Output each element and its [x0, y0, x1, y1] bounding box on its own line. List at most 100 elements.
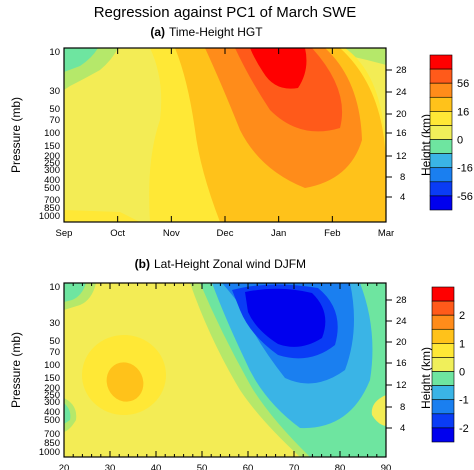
colorbar-label: -1: [459, 395, 469, 407]
colorbar-label: 2: [459, 310, 465, 322]
colorbar-swatch: [431, 399, 455, 415]
panel-b-field: [64, 283, 386, 457]
panel-a-right-tick: 16: [396, 128, 407, 139]
panel-b-ylabel-right: Height (km): [419, 347, 433, 409]
panel-b-ytick: 10: [49, 282, 60, 293]
panel-a-ytick: 850: [44, 203, 60, 214]
panel-a-ytick: 300: [44, 165, 60, 176]
colorbar-swatch: [431, 314, 455, 330]
panel-b-label: (b): [135, 257, 150, 271]
panel-b-right-tick: 8: [400, 402, 405, 413]
panel-b-ytick: 1000: [39, 447, 60, 458]
x-tick-label: 40: [151, 463, 162, 470]
x-tick-label: 50: [197, 463, 208, 470]
x-tick-label: Mar: [378, 228, 394, 239]
panel-a-colorbar: 56 16 0 -16 -56: [429, 54, 473, 211]
panel-b-ytick: 100: [44, 360, 60, 371]
panel-a-ylabel: Pressure (mb): [9, 97, 23, 173]
colorbar-swatch: [431, 427, 455, 443]
panel-a-label: (a): [150, 25, 165, 39]
colorbar-swatch: [431, 357, 455, 372]
panel-a-right-ticks: 28 24 20 16 12 8 4: [386, 65, 407, 203]
x-tick-label: 20: [59, 463, 70, 470]
panel-a-ytick: 70: [49, 115, 60, 126]
colorbar-label: -16: [457, 163, 473, 175]
panel-b-ytick: 250: [44, 390, 60, 401]
colorbar-swatch: [429, 96, 453, 112]
colorbar-swatch: [429, 125, 453, 140]
panel-a-ytick: 250: [44, 158, 60, 169]
panel-b-ylabel: Pressure (mb): [9, 332, 23, 408]
panel-b: (b) Lat-Height Zonal wind DJFM 10: [9, 257, 469, 470]
colorbar-swatch: [429, 167, 453, 183]
panel-b-ytick: 200: [44, 383, 60, 394]
x-tick-label: Nov: [163, 228, 180, 239]
panel-b-title: Lat-Height Zonal wind DJFM: [154, 257, 306, 271]
colorbar-label: 16: [457, 106, 469, 118]
x-tick-label: Dec: [217, 228, 234, 239]
colorbar-label: -2: [459, 423, 469, 435]
x-tick-label: Oct: [110, 228, 125, 239]
panel-a-ytick: 700: [44, 195, 60, 206]
panel-a-ytick: 400: [44, 175, 60, 186]
colorbar-swatch: [431, 343, 455, 358]
panel-a-y-ticks: 10 30 50 70 100 150 200 250 300 400 500 …: [39, 47, 60, 222]
x-tick-label: Sep: [56, 228, 73, 239]
panel-b-ytick: 700: [44, 429, 60, 440]
panel-a-ylabel-right: Height (km): [419, 114, 433, 176]
colorbar-swatch: [429, 111, 453, 126]
panel-b-x-ticks: 20 30 40 50 60 70 80 90: [59, 283, 392, 470]
panel-a-right-tick: 20: [396, 109, 407, 120]
x-tick-label: 90: [381, 463, 392, 470]
panel-b-ytick: 400: [44, 407, 60, 418]
colorbar-swatch: [431, 286, 455, 302]
panel-b-ytick: 500: [44, 415, 60, 426]
colorbar-label: 1: [459, 338, 465, 350]
colorbar-swatch: [429, 153, 453, 169]
panel-b-right-tick: 20: [396, 337, 407, 348]
panel-a-ytick: 200: [44, 151, 60, 162]
panel-b-ytick: 30: [49, 318, 60, 329]
panel-a-right-tick: 12: [396, 151, 407, 162]
colorbar-swatch: [429, 82, 453, 98]
colorbar-swatch: [431, 385, 455, 401]
panel-b-ytick: 50: [49, 336, 60, 347]
panel-a-ytick: 1000: [39, 211, 60, 222]
panel-a-ytick: 150: [44, 141, 60, 152]
colorbar-swatch: [429, 139, 453, 154]
colorbar-label: 0: [459, 367, 465, 379]
colorbar-swatch: [429, 195, 453, 211]
panel-b-right-tick: 24: [396, 316, 407, 327]
panel-a-ytick: 50: [49, 104, 60, 115]
panel-b-ytick: 70: [49, 347, 60, 358]
colorbar-swatch: [429, 54, 453, 70]
panel-a-title: Time-Height HGT: [169, 25, 263, 39]
colorbar-swatch: [431, 371, 455, 386]
x-tick-label: 30: [105, 463, 116, 470]
panel-a-right-tick: 24: [396, 87, 407, 98]
colorbar-label: -56: [457, 191, 473, 203]
panel-b-ytick: 300: [44, 397, 60, 408]
panel-a-x-ticks: Sep Oct Nov Dec Jan Feb Mar: [56, 48, 394, 239]
colorbar-swatch: [431, 328, 455, 344]
colorbar-label: 0: [457, 135, 463, 147]
panel-b-right-tick: 16: [396, 358, 407, 369]
panel-a-field: [64, 48, 386, 222]
panel-b-y-ticks: 10 30 50 70 100 150 200 250 300 400 500 …: [39, 282, 60, 458]
x-tick-label: 80: [335, 463, 346, 470]
panel-a-right-tick: 4: [400, 192, 405, 203]
colorbar-swatch: [429, 181, 453, 197]
panel-a-ytick: 500: [44, 183, 60, 194]
colorbar-swatch: [431, 413, 455, 429]
colorbar-swatch: [429, 68, 453, 84]
x-tick-label: 70: [289, 463, 300, 470]
x-tick-label: 60: [243, 463, 254, 470]
panel-a-ytick: 10: [49, 47, 60, 58]
panel-b-right-tick: 4: [400, 423, 405, 434]
panel-b-ytick: 850: [44, 438, 60, 449]
colorbar-swatch: [431, 300, 455, 316]
panel-b-right-tick: 28: [396, 295, 407, 306]
panel-b-right-ticks: 28 24 20 16 12 8 4: [386, 295, 407, 434]
figure-title: Regression against PC1 of March SWE: [94, 4, 357, 21]
